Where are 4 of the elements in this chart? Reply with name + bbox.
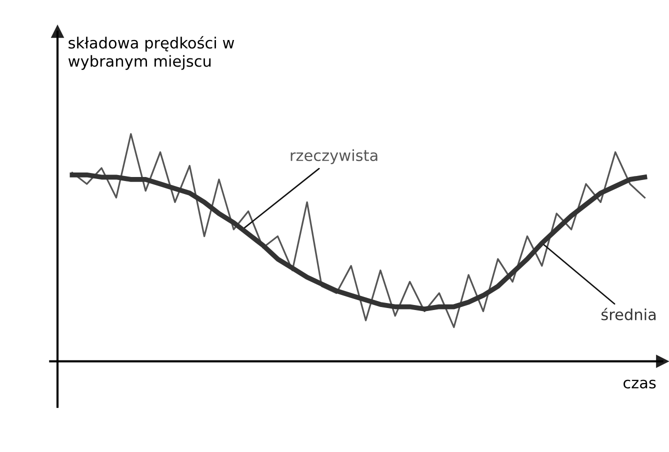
- text: rzeczywista: [290, 149, 378, 164]
- x-axis-title: czas: [624, 380, 656, 388]
- text: średnia: [601, 308, 656, 320]
- y-axis-title: składowa prędkości w wybranym miejscu: [68, 36, 234, 70]
